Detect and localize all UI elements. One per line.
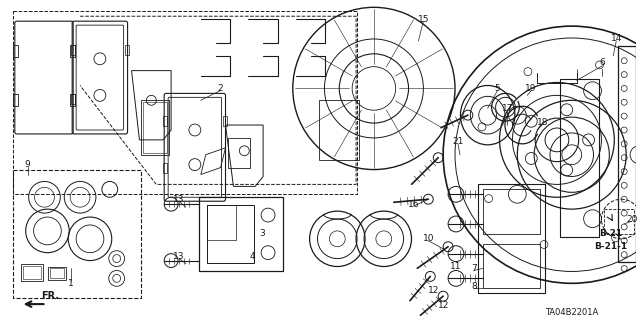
Text: 9: 9 bbox=[25, 160, 31, 169]
Text: B-21: B-21 bbox=[599, 229, 622, 238]
Bar bbox=[207, 205, 254, 263]
Text: 14: 14 bbox=[611, 34, 622, 43]
Bar bbox=[125, 45, 129, 55]
Text: 5: 5 bbox=[495, 84, 500, 93]
Bar bbox=[228, 138, 250, 167]
Bar bbox=[199, 197, 283, 271]
Text: 8: 8 bbox=[471, 282, 477, 291]
Text: B-21-1: B-21-1 bbox=[594, 242, 627, 251]
Text: 16: 16 bbox=[408, 200, 419, 209]
Bar bbox=[13, 94, 18, 106]
Bar bbox=[70, 94, 75, 106]
Bar bbox=[560, 78, 600, 237]
Text: 12: 12 bbox=[428, 286, 439, 295]
Bar bbox=[483, 189, 540, 234]
Bar bbox=[13, 45, 18, 57]
Text: 21: 21 bbox=[452, 137, 463, 146]
Bar bbox=[478, 184, 545, 293]
Text: 13: 13 bbox=[173, 195, 185, 204]
Text: 1: 1 bbox=[68, 279, 74, 288]
Bar bbox=[22, 265, 40, 279]
Text: 6: 6 bbox=[600, 58, 605, 67]
Text: 2: 2 bbox=[218, 84, 223, 93]
Bar bbox=[13, 170, 141, 298]
Bar bbox=[223, 116, 227, 126]
Bar bbox=[51, 269, 64, 278]
Bar bbox=[70, 45, 75, 57]
Text: 4: 4 bbox=[250, 252, 255, 261]
Text: 20: 20 bbox=[627, 214, 638, 224]
Bar bbox=[618, 46, 636, 262]
Bar bbox=[163, 163, 167, 173]
Text: 13: 13 bbox=[173, 252, 185, 261]
Bar bbox=[20, 263, 42, 281]
Bar bbox=[319, 100, 359, 160]
Text: 11: 11 bbox=[451, 262, 462, 271]
Text: TA04B2201A: TA04B2201A bbox=[545, 308, 598, 316]
Bar bbox=[163, 116, 167, 126]
Text: 10: 10 bbox=[422, 234, 434, 243]
Bar bbox=[143, 102, 167, 153]
Bar bbox=[49, 266, 67, 280]
Text: FR.: FR. bbox=[42, 291, 60, 301]
Bar bbox=[483, 244, 540, 288]
Bar bbox=[141, 100, 169, 155]
Bar bbox=[71, 45, 75, 55]
Text: 19: 19 bbox=[525, 84, 537, 93]
Text: 15: 15 bbox=[418, 15, 429, 24]
Text: 17: 17 bbox=[502, 104, 513, 113]
Text: 12: 12 bbox=[438, 300, 449, 310]
Text: 3: 3 bbox=[259, 229, 265, 238]
Bar bbox=[71, 94, 75, 104]
Text: 18: 18 bbox=[538, 118, 549, 127]
Bar bbox=[604, 209, 634, 234]
Text: 7: 7 bbox=[471, 264, 477, 273]
Bar bbox=[207, 205, 236, 240]
